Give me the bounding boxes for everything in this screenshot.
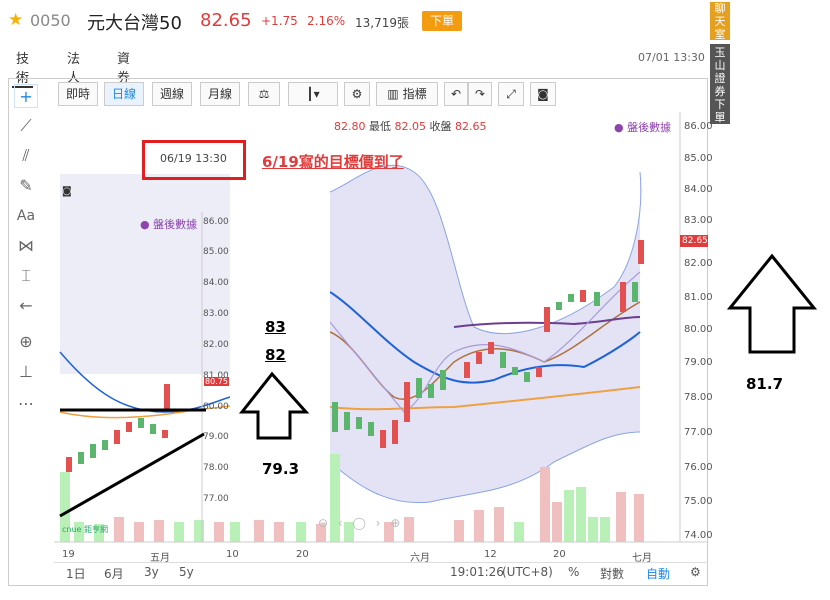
fibonacci-icon[interactable]: ⌶ (21, 266, 31, 285)
pattern-icon[interactable]: ⋈ (18, 236, 34, 255)
indicator-button[interactable]: ▥ 指標 (376, 82, 438, 106)
volume-bars-main (330, 454, 644, 542)
lower-band (329, 431, 641, 504)
ma-purple (453, 316, 641, 328)
candles-main (332, 240, 644, 448)
indicator-label: 指標 (402, 87, 427, 101)
more-icon[interactable]: ⋯ (18, 394, 34, 413)
annotation-81-7: 81.7 (746, 375, 784, 393)
daily-button[interactable]: 日線 (104, 82, 144, 106)
annotation-82: 82 (265, 346, 286, 364)
gear-icon[interactable]: ⚙ (344, 82, 370, 106)
intraday-button[interactable]: 即時 (58, 82, 98, 106)
crosshair-icon[interactable]: + (14, 84, 38, 108)
inset-date-box (142, 140, 246, 180)
camera-icon[interactable]: ◙ (530, 82, 556, 106)
price-change: +1.75 (261, 14, 298, 28)
weekly-button[interactable]: 週線 (152, 82, 192, 106)
chart-toolbar: 即時 日線 週線 月線 ⚖ ┃▾ ⚙ ▥ 指標 ↶ ↷ ⤢ ◙ (54, 82, 708, 108)
arrow-up-icon (238, 371, 310, 440)
trade-volume: 13,719張 (355, 16, 409, 30)
auto-toggle[interactable]: 自動 (646, 567, 671, 581)
order-button[interactable]: 下單 (422, 11, 462, 31)
inset-x-axis-labels: 19 五月 10 20 (62, 549, 309, 564)
y-axis-labels: 86.00 85.00 84.00 83.00 82.00 81.00 80.0… (684, 121, 713, 541)
candle-type-dropdown[interactable]: ┃▾ (288, 82, 338, 106)
ma-blue (329, 291, 641, 384)
compare-icon[interactable]: ⚖ (248, 82, 280, 106)
fullscreen-icon[interactable]: ⤢ (498, 82, 524, 106)
inset-datetime: 06/19 13:30 (160, 152, 227, 165)
last-price-tag: 82.65 (682, 236, 708, 246)
range-bar: 1日 6月 3y 5y 19:01:26 (UTC+8) % 對數 自動 ⚙ (54, 562, 708, 582)
price-change-percent: 2.16% (307, 14, 346, 28)
monthly-button[interactable]: 月線 (200, 82, 240, 106)
percent-toggle[interactable]: % (568, 565, 580, 579)
inset-last-price-tag: 80.75 (204, 377, 229, 386)
clock-time: 19:01:26 (450, 565, 504, 579)
broker-order-button[interactable]: 玉山證券下單 (710, 44, 730, 124)
indicator-icon: ▥ (387, 87, 403, 101)
volume-bars-inset (60, 472, 224, 542)
support-line (59, 432, 205, 518)
redo-icon[interactable]: ↷ (468, 82, 492, 106)
measure-icon[interactable]: ⊥ (19, 362, 33, 381)
x-axis-labels: 六月 12 20 七月 (410, 549, 652, 564)
zoom-icon[interactable]: ⊕ (19, 332, 33, 351)
candles-inset (66, 384, 170, 472)
ma-lilac (329, 271, 641, 413)
trendline-icon[interactable]: ⟋ (20, 116, 32, 135)
inset-after-hours-label: ● 盤後數據 (140, 218, 198, 231)
inset-camera-icon: ◙ (62, 186, 72, 197)
chart-frame (8, 78, 708, 586)
range-1d[interactable]: 1日 (66, 567, 86, 581)
quote-header: ★ 0050 元大台灣50 82.65 +1.75 2.16% 13,719張 … (0, 0, 700, 44)
annotation-83: 83 (265, 318, 286, 336)
drawing-toolbar: + ⟋ ⫽ ✎ Aa ⋈ ⌶ ← ⊕ ⊥ ⋯ (10, 82, 44, 422)
quote-datetime: 07/01 13:30 (638, 51, 705, 64)
text-tool-icon[interactable]: Aa (16, 208, 36, 224)
volume-bars-gap (230, 520, 326, 542)
chart-scroll-controls[interactable]: ⊖ ‹ ◯ › ⊕ (318, 516, 404, 530)
undo-icon[interactable]: ↶ (444, 82, 468, 106)
ohlc-readout: 82.80 最低 82.05 收盤 82.65 (334, 120, 487, 133)
ma-orange (329, 386, 641, 411)
parallel-lines-icon[interactable]: ⫽ (22, 146, 30, 165)
favorite-star-icon[interactable]: ★ (8, 10, 24, 30)
range-5y[interactable]: 5y (179, 565, 194, 579)
inset-logo: cnue 鉅亨網 (62, 525, 109, 534)
range-6m[interactable]: 6月 (104, 567, 124, 581)
arrow-left-icon[interactable]: ← (19, 296, 33, 315)
brush-icon[interactable]: ✎ (19, 176, 33, 195)
stock-price: 82.65 (200, 10, 252, 31)
range-3y[interactable]: 3y (144, 565, 159, 579)
arrow-up-right-icon (726, 253, 818, 354)
timezone: (UTC+8) (502, 565, 553, 579)
upper-band (329, 164, 642, 334)
log-toggle[interactable]: 對數 (600, 567, 625, 581)
chat-room-button[interactable]: 聊天室 (710, 2, 730, 41)
after-hours-label: ● 盤後數據 (614, 121, 672, 134)
annotation-79-3: 79.3 (262, 460, 300, 478)
inset-y-axis-labels: 86.00 85.00 84.00 83.00 82.00 81.00 80.0… (203, 217, 229, 504)
settings-gear-icon[interactable]: ⚙ (690, 565, 701, 579)
target-price-note: 6/19寫的目標價到了 (262, 153, 404, 171)
stock-name: 元大台灣50 (87, 13, 182, 34)
stock-code: 0050 (30, 11, 71, 30)
candlestick-chart[interactable] (54, 112, 708, 562)
